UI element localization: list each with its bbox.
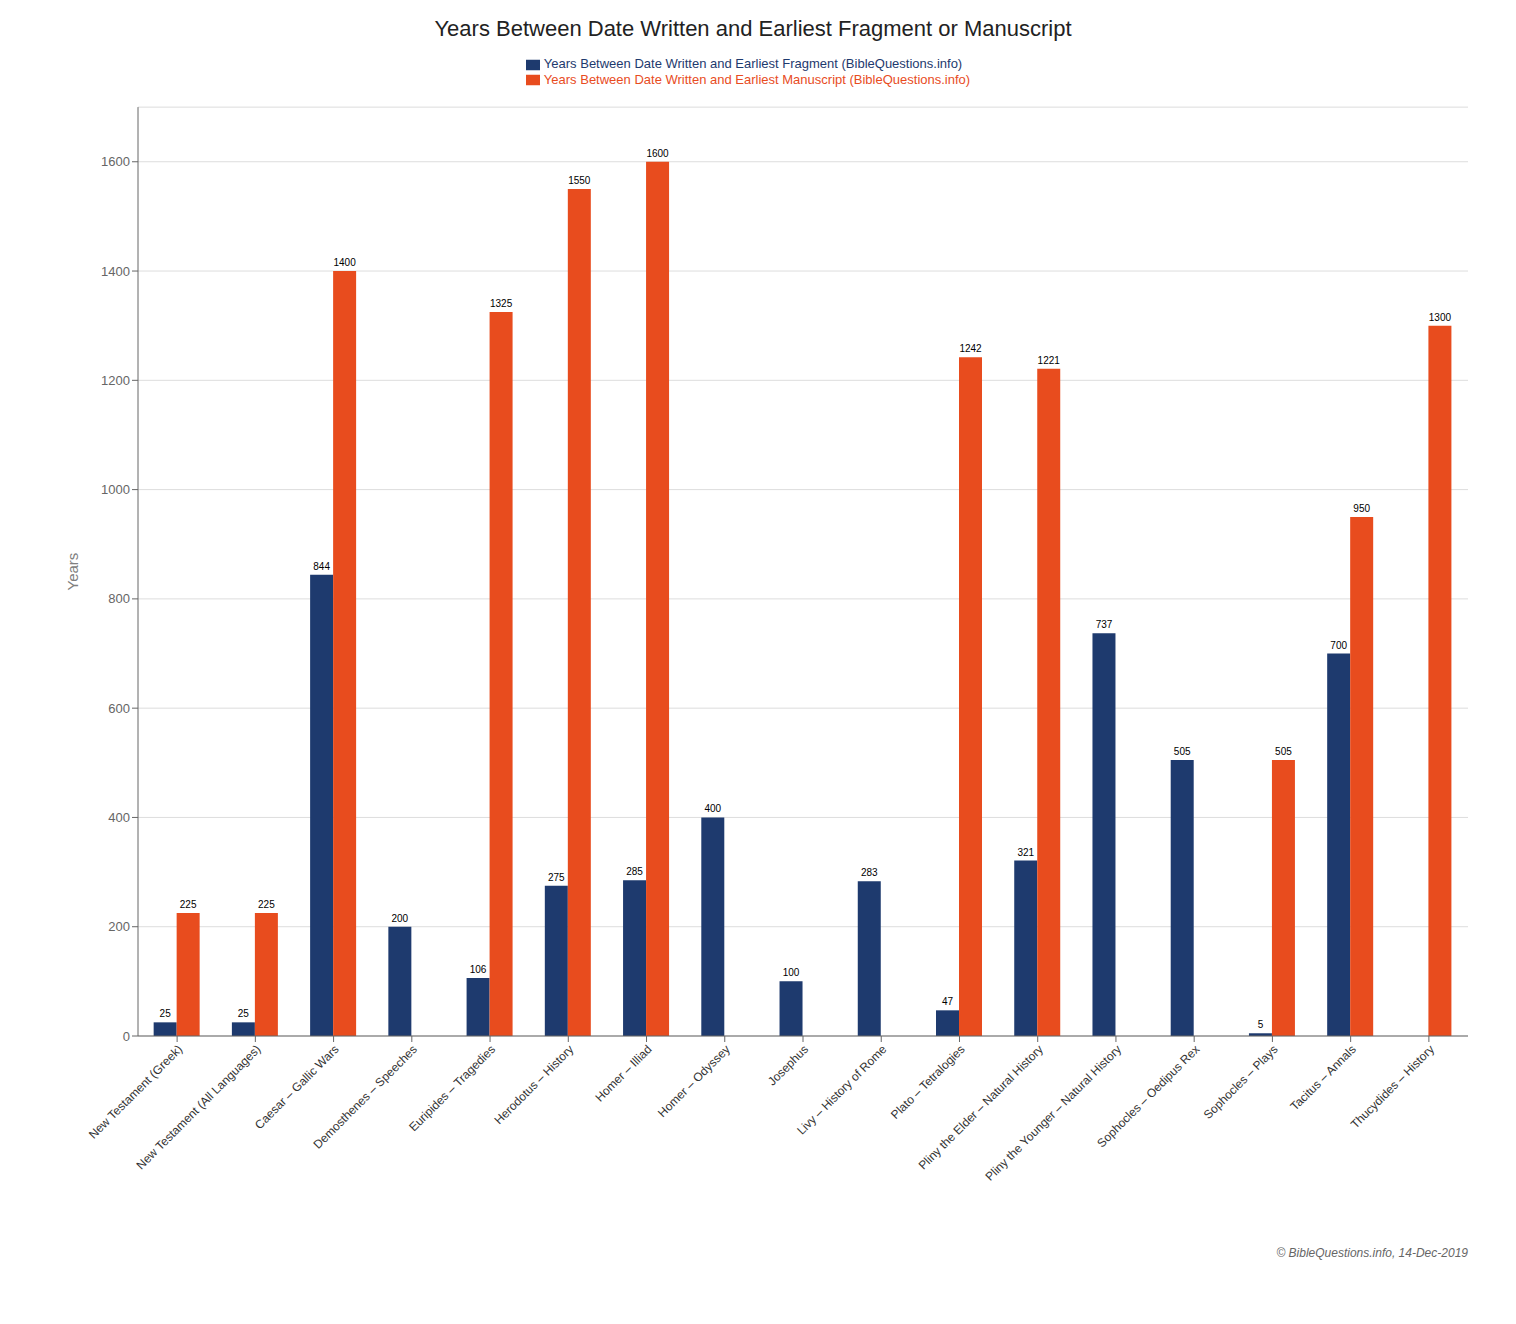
svg-text:New Testament (Greek): New Testament (Greek) [85, 1042, 186, 1142]
svg-text:1600: 1600 [646, 148, 669, 159]
svg-text:321: 321 [1017, 847, 1034, 858]
svg-text:1600: 1600 [101, 154, 130, 169]
svg-text:737: 737 [1096, 619, 1113, 630]
svg-text:1400: 1400 [333, 257, 356, 268]
svg-text:225: 225 [258, 899, 275, 910]
svg-text:Sophocles – Plays: Sophocles – Plays [1201, 1042, 1281, 1122]
svg-text:600: 600 [108, 701, 130, 716]
svg-text:800: 800 [108, 591, 130, 606]
svg-text:1550: 1550 [568, 175, 591, 186]
html-text:Years Between Date Written and: Years Between Date Written and Earliest … [543, 71, 971, 87]
html-text:© BibleQuestions.info, 14-Dec-: © BibleQuestions.info, 14-Dec-2019 [1276, 1246, 1468, 1260]
svg-text:200: 200 [108, 919, 130, 934]
svg-text:New Testament (All Languages): New Testament (All Languages) [133, 1042, 263, 1172]
svg-text:400: 400 [704, 803, 721, 814]
svg-text:1000: 1000 [101, 482, 130, 497]
svg-text:1221: 1221 [1038, 355, 1061, 366]
svg-text:Demosthenes – Speeches: Demosthenes – Speeches [311, 1042, 420, 1151]
svg-text:1400: 1400 [101, 264, 130, 279]
svg-text:1300: 1300 [1429, 312, 1452, 323]
svg-text:Years: Years [64, 553, 81, 591]
svg-text:Homer – Illiad: Homer – Illiad [592, 1042, 654, 1104]
svg-text:106: 106 [470, 964, 487, 975]
svg-text:275: 275 [548, 872, 565, 883]
svg-text:283: 283 [861, 867, 878, 878]
html-text:Years Between Date Written and: Years Between Date Written and Earliest … [543, 56, 963, 71]
svg-text:25: 25 [238, 1008, 250, 1019]
svg-text:100: 100 [783, 967, 800, 978]
svg-text:Sophocles – Oedipus Rex: Sophocles – Oedipus Rex [1094, 1042, 1202, 1150]
svg-text:Caesar – Gallic Wars: Caesar – Gallic Wars [252, 1042, 342, 1132]
svg-text:Plato – Tetralogies: Plato – Tetralogies [888, 1042, 968, 1122]
svg-text:200: 200 [392, 913, 409, 924]
svg-text:0: 0 [123, 1029, 130, 1044]
svg-text:Pliny the Elder – Natural Hist: Pliny the Elder – Natural History [916, 1042, 1046, 1172]
svg-text:Herodotus – History: Herodotus – History [492, 1042, 577, 1127]
svg-text:1200: 1200 [101, 373, 130, 388]
svg-text:505: 505 [1174, 746, 1191, 757]
svg-text:950: 950 [1353, 503, 1370, 514]
svg-text:1325: 1325 [490, 298, 513, 309]
svg-text:25: 25 [160, 1008, 172, 1019]
svg-text:505: 505 [1275, 746, 1292, 757]
svg-text:Josephus: Josephus [765, 1042, 811, 1088]
svg-text:285: 285 [626, 866, 643, 877]
svg-text:700: 700 [1330, 640, 1347, 651]
svg-text:Tacitus – Annals: Tacitus – Annals [1288, 1042, 1359, 1113]
svg-text:5: 5 [1258, 1019, 1264, 1030]
svg-text:47: 47 [942, 996, 954, 1007]
svg-text:225: 225 [180, 899, 197, 910]
svg-text:400: 400 [108, 810, 130, 825]
svg-text:1242: 1242 [959, 343, 982, 354]
svg-text:Euripides – Tragedies: Euripides – Tragedies [406, 1042, 498, 1134]
svg-text:Thucydides – History: Thucydides – History [1348, 1042, 1437, 1131]
svg-text:Homer – Odyssey: Homer – Odyssey [655, 1042, 733, 1120]
html-text:Years Between Date Written and: Years Between Date Written and Earliest … [434, 16, 1072, 41]
svg-text:Livy – History of Rome: Livy – History of Rome [794, 1042, 889, 1137]
svg-text:844: 844 [313, 561, 330, 572]
svg-text:Pliny the Younger – Natural Hi: Pliny the Younger – Natural History [983, 1042, 1124, 1183]
